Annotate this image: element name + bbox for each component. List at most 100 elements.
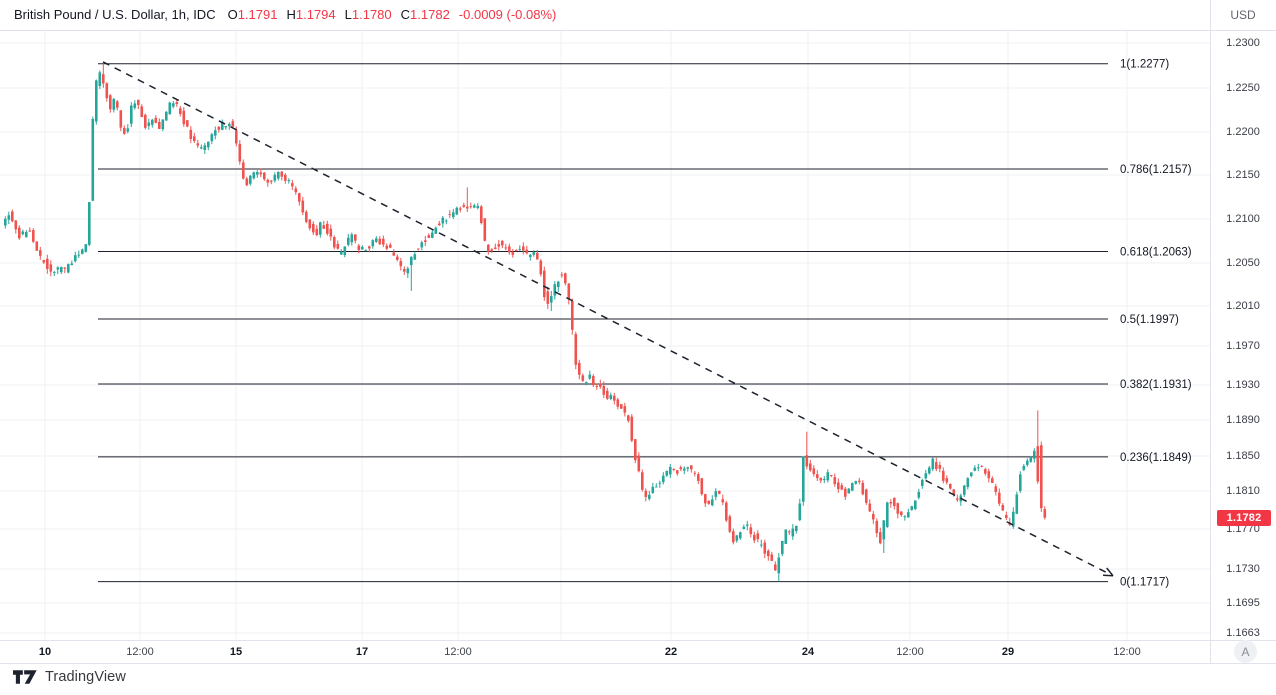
candle-body <box>420 242 424 248</box>
symbol-title[interactable]: British Pound / U.S. Dollar, 1h, IDC <box>14 7 216 22</box>
tradingview-logo[interactable]: TradingView <box>13 669 126 685</box>
candle-body <box>595 386 599 387</box>
price-tick-label: 1.2100 <box>1226 213 1260 225</box>
candle-body <box>431 232 434 238</box>
candle-body <box>350 234 354 243</box>
candle-body <box>462 205 466 207</box>
candle-body <box>60 267 63 273</box>
candle-body <box>179 108 182 114</box>
candle-body <box>802 456 805 502</box>
candle-body <box>574 334 578 365</box>
open-label: O <box>227 7 238 22</box>
trendline[interactable] <box>102 61 1114 577</box>
candle-body <box>319 222 322 235</box>
candle-body <box>749 527 753 535</box>
candle-body <box>1001 505 1005 511</box>
candle-body <box>623 406 627 413</box>
candle-body <box>655 486 658 488</box>
candle-body <box>798 503 802 521</box>
candle-body <box>210 134 214 142</box>
candle-body <box>245 178 249 186</box>
price-tick-label: 1.1890 <box>1226 414 1260 426</box>
candle-body <box>518 249 522 251</box>
change-value: -0.0009 (-0.08%) <box>458 7 557 22</box>
candle-body <box>935 462 938 469</box>
candle-body <box>21 231 25 235</box>
candle-body <box>791 528 795 537</box>
candle-body <box>613 395 616 401</box>
candle-body <box>354 234 357 241</box>
candle-body <box>385 245 389 249</box>
price-tick-label: 1.2050 <box>1226 257 1260 269</box>
candle-body <box>592 376 595 386</box>
candle-body <box>739 532 742 539</box>
candle-body <box>907 512 910 518</box>
candle-body <box>4 218 7 226</box>
candle-body <box>298 193 301 202</box>
price-tick-label: 1.1663 <box>1226 627 1260 639</box>
price-tick-label: 1.2250 <box>1226 82 1260 94</box>
price-tick-label: 1.1695 <box>1226 597 1260 609</box>
candle-body <box>438 223 441 226</box>
open-value: 1.1791 <box>237 7 278 22</box>
price-tick-label: 1.2150 <box>1226 169 1260 181</box>
candle-body <box>816 474 819 479</box>
candle-body <box>1033 450 1036 459</box>
candle-body <box>567 283 571 300</box>
candle-body <box>994 486 998 492</box>
candle-body <box>630 416 634 441</box>
candle-body <box>872 513 875 520</box>
candle-body <box>53 272 56 273</box>
candle-body <box>133 103 137 108</box>
candle-body <box>329 228 333 237</box>
candle-body <box>49 264 53 272</box>
price-tick-label: 1.1850 <box>1226 450 1260 462</box>
candle-body <box>637 455 641 472</box>
candle-body <box>88 202 91 245</box>
candle-body <box>452 212 455 218</box>
candle-body <box>504 247 508 249</box>
candle-body <box>392 252 396 256</box>
candle-body <box>844 488 847 497</box>
candle-body <box>294 188 298 193</box>
candle-body <box>879 532 882 544</box>
price-tick-label: 1.1770 <box>1226 523 1260 535</box>
price-tick-label: 1.1970 <box>1226 340 1260 352</box>
time-tick-label: 22 <box>664 646 678 658</box>
price-tick-label: 1.2010 <box>1226 300 1260 312</box>
candle-body <box>910 506 914 510</box>
candle-body <box>35 241 39 251</box>
candle-body <box>375 238 378 242</box>
tradingview-logo-text: TradingView <box>45 669 126 685</box>
candle-body <box>417 248 420 250</box>
candle-body <box>882 520 886 540</box>
candle-body <box>480 206 483 224</box>
candle-body <box>693 472 697 474</box>
candle-body <box>256 172 259 175</box>
candle-body <box>305 211 308 222</box>
candle-body <box>921 480 924 486</box>
candle-body <box>669 466 672 475</box>
candle-body <box>427 235 431 238</box>
candle-body <box>742 526 746 529</box>
candle-body <box>858 480 861 482</box>
candle-body <box>259 172 263 175</box>
candle-body <box>704 494 707 504</box>
candle-body <box>137 99 140 105</box>
auto-scale-button[interactable]: A <box>1234 640 1257 663</box>
candle-body <box>648 494 651 499</box>
candle-body <box>455 207 459 215</box>
candle-body <box>476 205 480 209</box>
candle-body <box>42 260 46 263</box>
candle-body <box>539 260 543 275</box>
time-tick-label: 24 <box>801 646 815 658</box>
candle-body <box>697 474 700 481</box>
candle-body <box>893 497 896 507</box>
candle-body <box>522 246 525 251</box>
candle-body <box>186 120 189 127</box>
candle-body <box>203 145 207 150</box>
candle-body <box>676 470 679 474</box>
candle-body <box>382 238 385 245</box>
candle-body <box>581 375 585 381</box>
